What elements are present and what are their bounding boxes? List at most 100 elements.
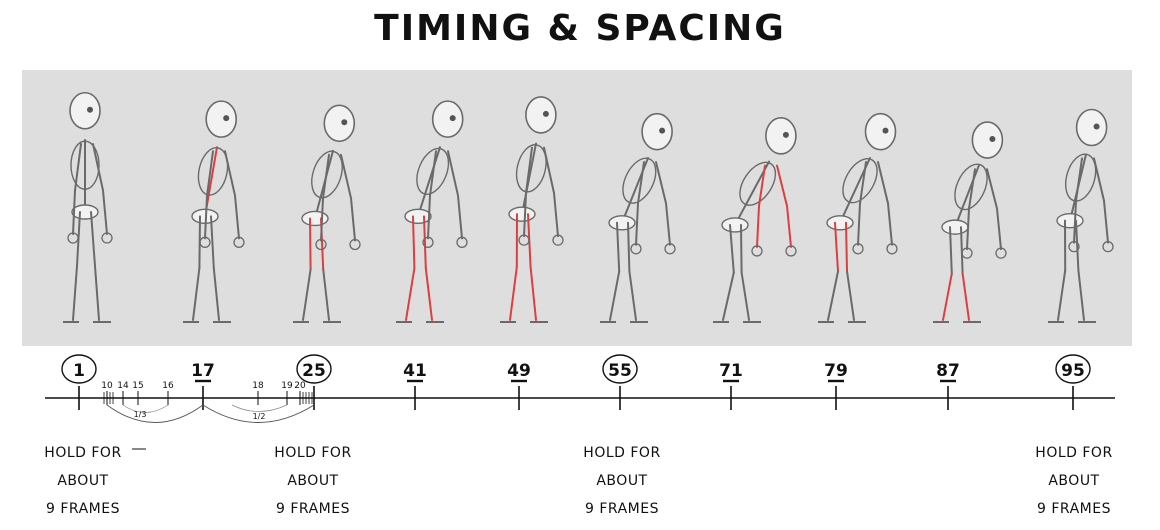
skeleton-pelvis xyxy=(609,216,635,230)
skeleton-pose-10 xyxy=(1048,109,1113,322)
hold-note-line: ABOUT xyxy=(557,474,687,488)
skeleton-eye-socket xyxy=(783,132,789,138)
hold-note-line: HOLD FOR xyxy=(1009,446,1139,460)
skeleton-bone xyxy=(1094,158,1104,200)
skeleton-pose-5 xyxy=(500,97,563,322)
spacing-fraction: 1/3 xyxy=(134,410,147,419)
skeleton-bone xyxy=(1078,270,1084,320)
skeleton-bone xyxy=(522,144,536,215)
hold-note-line: ABOUT xyxy=(248,474,378,488)
skeleton-skull xyxy=(206,101,236,137)
skeleton-bone xyxy=(424,216,426,268)
skeleton-bone xyxy=(997,209,1001,250)
keyframe-number: 49 xyxy=(507,361,531,381)
skeleton-bone xyxy=(310,218,311,269)
skeleton-bone xyxy=(321,198,323,240)
hold-note-frame-1: HOLD FOR ABOUT 9 FRAMES xyxy=(18,432,148,530)
keyframe-number: 25 xyxy=(302,361,326,381)
skeleton-bone xyxy=(636,203,638,244)
skeleton-eye-socket xyxy=(1094,123,1100,129)
skeleton-bone xyxy=(1076,158,1082,200)
skeleton-skull xyxy=(324,105,354,141)
skeleton-bone xyxy=(888,203,892,244)
skeleton-bone xyxy=(303,269,311,320)
skeleton-bone xyxy=(628,223,629,272)
skeleton-skull xyxy=(642,114,672,150)
skeleton-bone xyxy=(1104,201,1108,243)
inbetween-number: 15 xyxy=(132,381,143,391)
skeleton-pose-1 xyxy=(63,93,112,322)
keyframe-number: 17 xyxy=(191,361,215,381)
skeleton-bone xyxy=(531,267,536,320)
skeleton-pose-3 xyxy=(293,105,360,322)
skeleton-eye-socket xyxy=(450,115,456,121)
skeleton-bone xyxy=(878,162,888,203)
skeleton-eye-socket xyxy=(989,136,995,142)
skeleton-pelvis xyxy=(722,218,748,232)
skeleton-pose-7 xyxy=(713,118,796,322)
skeleton-skull xyxy=(526,97,556,133)
skeleton-bone xyxy=(963,274,969,320)
skeleton-pelvis xyxy=(509,207,535,221)
skeleton-bone xyxy=(91,212,95,266)
spacing-arc xyxy=(107,405,203,423)
skeleton-bone xyxy=(406,268,414,320)
hold-note-frame-95: HOLD FOR ABOUT 9 FRAMES xyxy=(1009,432,1139,530)
skeleton-bone xyxy=(629,271,636,320)
skeleton-bone xyxy=(955,165,979,227)
hold-note-line: 9 FRAMES xyxy=(557,502,687,516)
skeleton-poses xyxy=(63,93,1113,322)
inbetween-number: 10 xyxy=(101,381,113,391)
skeleton-bone xyxy=(205,196,207,239)
skeleton-bone xyxy=(351,198,355,240)
keyframe-number: 79 xyxy=(824,361,848,381)
skeleton-bone xyxy=(73,190,75,234)
skeleton-bone xyxy=(103,190,107,234)
skeleton-bone xyxy=(777,166,787,206)
skeleton-bone xyxy=(610,271,619,320)
skeleton-skull xyxy=(433,101,463,137)
hold-note-line: 9 FRAMES xyxy=(1009,502,1139,516)
skeleton-bone xyxy=(448,151,458,195)
keyframe-number: 41 xyxy=(403,361,427,381)
skeleton-skull xyxy=(972,122,1002,158)
skeleton-bone xyxy=(323,155,329,198)
keyframe-number: 71 xyxy=(719,361,743,381)
hold-note-frame-25: HOLD FOR ABOUT 9 FRAMES xyxy=(248,432,378,530)
skeleton-bone xyxy=(458,196,462,239)
skeleton-pose-9 xyxy=(933,122,1006,322)
skeleton-bone xyxy=(757,206,759,247)
skeleton-pelvis xyxy=(1057,214,1083,228)
skeleton-pelvis xyxy=(405,209,431,223)
skeleton-bone xyxy=(846,223,847,272)
skeleton-bone xyxy=(987,169,997,208)
skeleton-bone xyxy=(510,267,517,320)
skeleton-bone xyxy=(193,268,199,320)
skeleton-skull xyxy=(866,114,896,150)
skeleton-bone xyxy=(235,196,239,239)
skeleton-bone xyxy=(428,196,430,239)
keyframe-number: 1 xyxy=(73,361,85,381)
skeleton-bone xyxy=(787,206,791,247)
skeleton-bone xyxy=(426,268,432,320)
skeleton-bone xyxy=(211,216,214,268)
skeleton-bone xyxy=(828,271,838,320)
skeleton-bone xyxy=(858,203,860,244)
hold-note-line: HOLD FOR xyxy=(248,446,378,460)
hold-note-line: 9 FRAMES xyxy=(18,502,148,516)
skeleton-pelvis xyxy=(827,216,853,230)
skeleton-skull xyxy=(766,118,796,154)
skeleton-bone xyxy=(1058,270,1065,320)
skeleton-bone xyxy=(214,268,219,320)
hold-note-line: ABOUT xyxy=(1009,474,1139,488)
inbetween-number: 14 xyxy=(117,381,129,391)
keyframe-number: 87 xyxy=(936,361,960,381)
hold-note-line: HOLD FOR xyxy=(557,446,687,460)
inbetween-number: 18 xyxy=(252,381,264,391)
skeleton-bone xyxy=(554,193,558,236)
skeleton-eye-socket xyxy=(87,107,93,113)
skeleton-bone xyxy=(341,155,351,198)
skeleton-bone xyxy=(943,274,952,320)
spacing-fraction: 1/2 xyxy=(253,412,266,421)
skeleton-pose-8 xyxy=(818,114,897,322)
